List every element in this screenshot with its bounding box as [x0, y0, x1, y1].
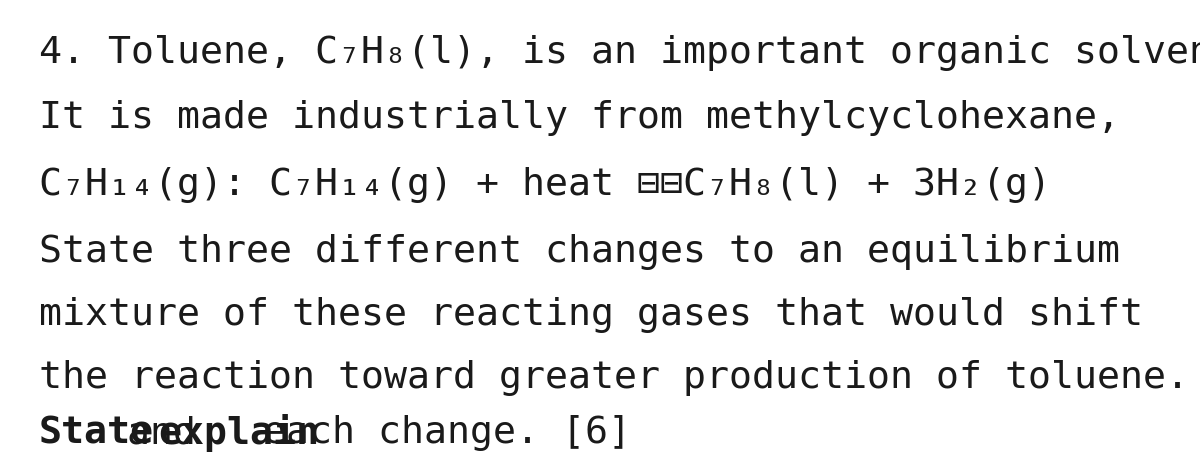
- Text: State three different changes to an equilibrium: State three different changes to an equi…: [38, 234, 1120, 270]
- Text: each change. [6]: each change. [6]: [240, 415, 630, 451]
- Text: explain: explain: [158, 414, 319, 452]
- Text: and: and: [103, 415, 218, 451]
- Text: 4. Toluene, C₇H₈(l), is an important organic solvent.: 4. Toluene, C₇H₈(l), is an important org…: [38, 35, 1200, 71]
- Text: C₇H₁₄(g): C₇H₁₄(g) + heat ⊟⊟C₇H₈(l) + 3H₂(g): C₇H₁₄(g): C₇H₁₄(g) + heat ⊟⊟C₇H₈(l) + 3H…: [38, 167, 1051, 203]
- Text: It is made industrially from methylcyclohexane,: It is made industrially from methylcyclo…: [38, 100, 1120, 136]
- Text: State: State: [38, 415, 154, 451]
- Text: the reaction toward greater production of toluene.: the reaction toward greater production o…: [38, 360, 1189, 396]
- Text: mixture of these reacting gases that would shift: mixture of these reacting gases that wou…: [38, 297, 1142, 333]
